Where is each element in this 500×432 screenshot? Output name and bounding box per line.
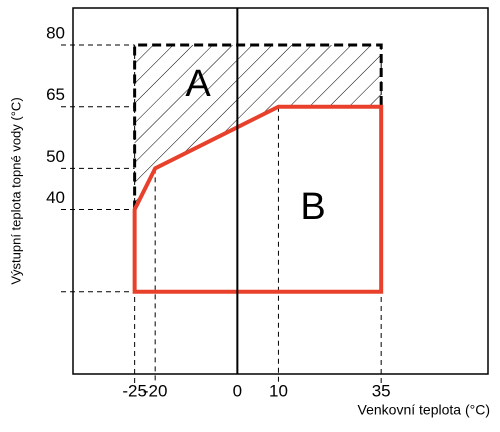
region-label: B xyxy=(300,186,325,228)
region xyxy=(132,104,384,294)
y-axis-title: Výstupní teplota topné vody (°C) xyxy=(8,97,23,284)
y-tick-label: 80 xyxy=(46,23,65,42)
x-tick-label: 35 xyxy=(372,381,391,400)
plot-frame xyxy=(72,7,489,375)
y-tick-label: 50 xyxy=(46,147,65,166)
y-tick-label: 40 xyxy=(46,188,65,207)
region xyxy=(133,43,383,211)
x-tick-label: -25 xyxy=(122,381,147,400)
x-tick-label: 0 xyxy=(233,381,242,400)
region-label: A xyxy=(185,63,211,105)
x-axis-title: Venkovní teplota (°C) xyxy=(358,402,490,418)
y-tick-label: 65 xyxy=(46,85,65,104)
x-tick-label: -20 xyxy=(143,381,168,400)
x-tick-label: 10 xyxy=(269,381,288,400)
